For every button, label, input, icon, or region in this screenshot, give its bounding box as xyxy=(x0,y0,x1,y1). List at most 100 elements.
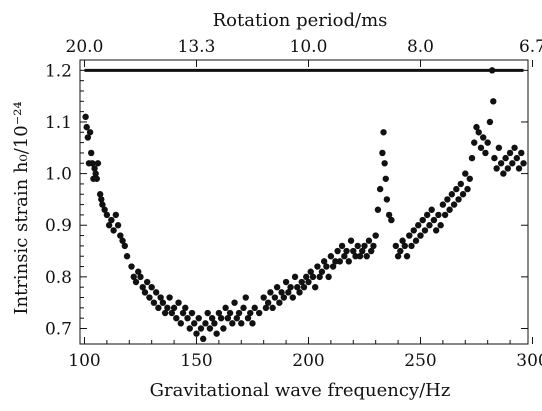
data-point xyxy=(506,149,514,157)
data-point xyxy=(495,144,503,151)
data-point xyxy=(298,278,305,286)
data-point xyxy=(144,278,151,286)
data-point xyxy=(182,304,189,312)
data-point xyxy=(202,320,209,327)
data-point xyxy=(269,304,276,312)
data-point xyxy=(385,211,393,219)
data-point xyxy=(490,98,497,105)
data-point xyxy=(289,294,296,301)
data-point xyxy=(312,284,319,291)
data-point xyxy=(112,211,120,219)
data-point xyxy=(105,222,113,229)
data-point xyxy=(323,263,330,270)
data-point xyxy=(421,227,429,234)
data-point xyxy=(166,294,173,301)
data-point xyxy=(509,160,516,167)
data-point xyxy=(382,175,389,182)
top-tick-label: 6.7 xyxy=(519,37,542,57)
data-point xyxy=(128,263,135,270)
data-point xyxy=(450,201,458,208)
data-point xyxy=(500,170,507,177)
data-point xyxy=(287,284,294,291)
data-point xyxy=(365,237,373,244)
data-point xyxy=(401,242,408,250)
data-point xyxy=(91,165,98,172)
y-tick-label: 1.2 xyxy=(45,61,72,81)
data-point xyxy=(161,309,169,317)
data-point xyxy=(428,206,435,213)
data-point xyxy=(370,242,377,250)
data-point xyxy=(188,309,196,317)
data-point xyxy=(511,144,518,151)
data-point xyxy=(388,216,395,224)
data-point xyxy=(184,314,191,322)
data-point xyxy=(179,309,187,317)
data-point xyxy=(195,314,202,322)
data-point xyxy=(84,134,92,141)
data-point xyxy=(82,113,89,121)
data-point xyxy=(484,139,491,146)
data-point xyxy=(379,149,386,157)
data-point xyxy=(233,314,240,322)
data-point xyxy=(110,227,117,234)
data-point xyxy=(224,314,232,322)
data-point xyxy=(278,289,285,296)
data-point xyxy=(108,216,115,224)
data-point xyxy=(412,237,420,244)
data-point xyxy=(200,335,207,343)
data-point xyxy=(222,304,229,312)
data-point xyxy=(98,196,105,203)
y-tick-label: 0.8 xyxy=(45,268,72,288)
data-point xyxy=(466,175,473,182)
data-point xyxy=(168,309,176,317)
data-point xyxy=(213,330,220,337)
data-point xyxy=(430,216,438,224)
data-point xyxy=(226,309,234,317)
data-point xyxy=(327,253,335,260)
data-point xyxy=(415,222,422,229)
data-point xyxy=(157,294,164,301)
y-tick-label: 1.1 xyxy=(45,113,72,133)
x-tick-label: 250 xyxy=(404,351,436,371)
data-point xyxy=(103,211,111,219)
data-point xyxy=(242,294,249,301)
data-point xyxy=(406,232,413,239)
data-point xyxy=(336,258,344,265)
data-point xyxy=(191,320,198,327)
data-point xyxy=(392,242,400,250)
data-point xyxy=(318,268,326,275)
data-point xyxy=(300,284,308,291)
data-point xyxy=(325,273,332,281)
data-point xyxy=(96,191,104,198)
data-point xyxy=(368,247,375,255)
data-point xyxy=(513,154,520,162)
data-point xyxy=(93,175,101,182)
data-point xyxy=(238,320,245,327)
data-point xyxy=(424,211,431,219)
data-point xyxy=(173,314,180,322)
x-tick-label: 100 xyxy=(68,351,100,371)
data-point xyxy=(309,273,317,281)
plot-frame xyxy=(79,59,529,345)
data-points xyxy=(82,67,527,343)
data-point xyxy=(137,273,144,281)
data-point xyxy=(455,196,462,203)
data-point xyxy=(204,309,211,317)
data-point xyxy=(175,299,182,306)
data-point xyxy=(464,185,471,193)
data-point xyxy=(240,304,247,312)
data-point xyxy=(363,253,370,260)
data-point xyxy=(251,304,258,312)
y-tick-label: 0.9 xyxy=(45,216,72,236)
data-point xyxy=(453,185,460,193)
data-point xyxy=(448,191,456,198)
data-point xyxy=(457,180,464,188)
data-point xyxy=(439,201,447,208)
data-point xyxy=(435,211,442,219)
data-point xyxy=(291,273,299,281)
y-tick-label: 1.0 xyxy=(45,165,72,185)
data-point xyxy=(471,139,478,146)
data-point xyxy=(282,278,290,286)
data-point xyxy=(372,232,379,239)
